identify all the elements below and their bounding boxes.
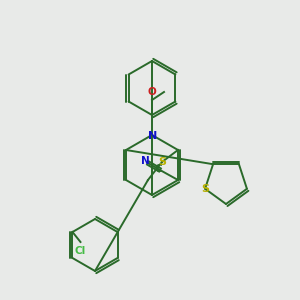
Text: C: C bbox=[154, 164, 162, 174]
Text: S: S bbox=[158, 157, 166, 167]
Text: O: O bbox=[148, 87, 156, 97]
Text: S: S bbox=[201, 184, 209, 194]
Text: N: N bbox=[148, 131, 158, 141]
Text: N: N bbox=[141, 156, 149, 166]
Text: Cl: Cl bbox=[75, 246, 86, 256]
